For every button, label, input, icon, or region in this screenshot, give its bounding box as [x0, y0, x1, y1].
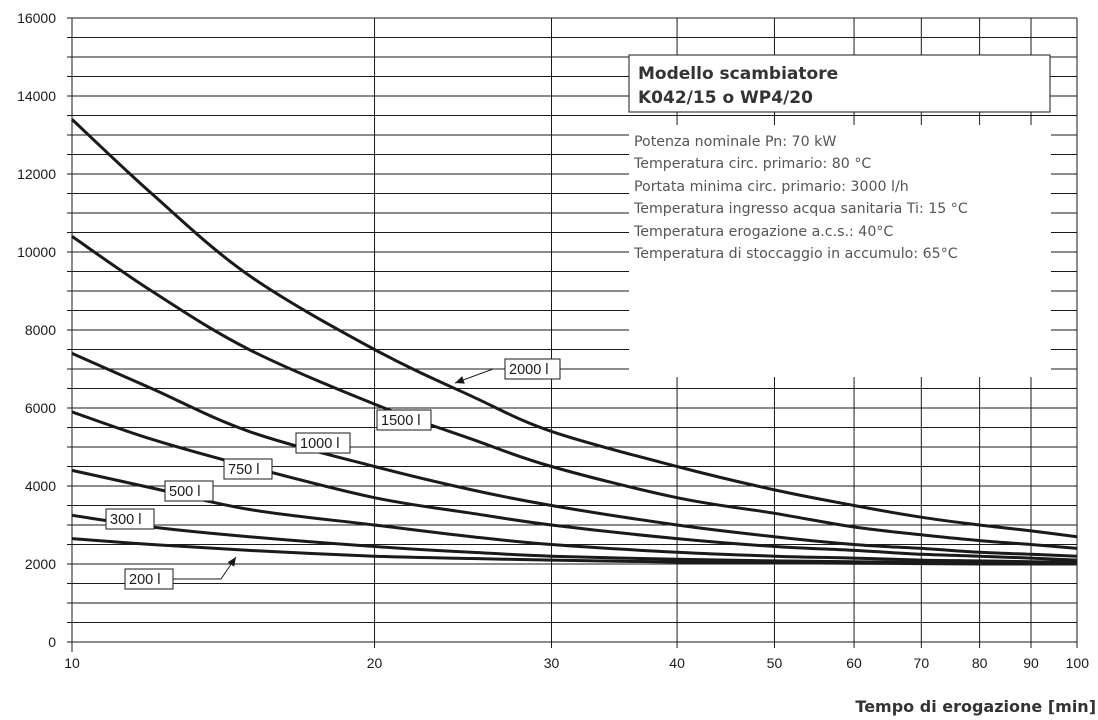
- x-tick-label: 30: [544, 655, 560, 671]
- label-leader-2000l: [454, 368, 505, 384]
- x-tick-label: 20: [367, 655, 383, 671]
- curves: [70, 118, 1078, 566]
- series-label-box-750l: [223, 458, 273, 480]
- model-title-line1: Modello scambiatore: [638, 64, 838, 84]
- info-line-4: Temperatura ingresso acqua sanitaria Ti:…: [633, 201, 968, 217]
- x-tick-label: 50: [767, 655, 783, 671]
- series-line-2000l: [70, 118, 1078, 539]
- label-arrowhead-200l: [227, 557, 236, 567]
- info-line-2: Temperatura circ. primario: 80 °C: [633, 156, 871, 172]
- series-label-1500l: 1500 l: [381, 413, 421, 429]
- y-tick-label: 8000: [25, 322, 56, 338]
- series-label-box-200l: [124, 568, 174, 590]
- x-tick-label: 90: [1023, 655, 1039, 671]
- series-label-1000l: 1000 l: [300, 436, 340, 452]
- info-line-5: Temperatura erogazione a.c.s.: 40°C: [633, 224, 893, 240]
- series-label-750l: 750 l: [228, 462, 259, 478]
- x-tick-label: 80: [972, 655, 988, 671]
- y-tick-label: 6000: [25, 400, 56, 416]
- model-box: [628, 54, 1051, 113]
- x-tick-label: 40: [669, 655, 685, 671]
- x-tick-label: 100: [1066, 655, 1090, 671]
- info-line-6: Temperatura di stoccaggio in accumulo: 6…: [633, 246, 958, 262]
- x-tick-label: 10: [64, 655, 80, 671]
- x-axis-label: Tempo di erogazione [min]: [855, 697, 1096, 716]
- info-panel-background: [629, 125, 1051, 377]
- label-arrowhead-2000l: [455, 376, 465, 384]
- tick-labels: 0 2000 4000 6000 8000 10000 12000 14000 16000 10 2…: [17, 10, 1089, 671]
- series-line-500l: [71, 468, 1078, 564]
- y-tick-label: 2000: [25, 556, 56, 572]
- series-label-box-300l: [105, 508, 155, 530]
- series-line-200l: [71, 537, 1077, 566]
- y-tick-label: 14000: [17, 88, 56, 104]
- y-tick-label: 0: [48, 634, 56, 650]
- model-title-line2: K042/15 o WP4/20: [638, 88, 813, 108]
- series-label-box-500l: [164, 480, 214, 502]
- series-line-300l: [71, 513, 1078, 566]
- series-labels: 2000 l 1500 l 1000 l 750 l 500 l 300 l 200 l: [105, 358, 561, 590]
- info-panel: Modello scambiatore K042/15 o WP4/20 Pot…: [628, 54, 1051, 377]
- series-line-1500l: [71, 235, 1078, 550]
- series-label-2000l: 2000 l: [509, 362, 549, 378]
- series-line-1000l: [71, 352, 1078, 558]
- series-label-box-1500l: [376, 409, 432, 431]
- info-line-1: Potenza nominale Pn: 70 kW: [634, 134, 836, 150]
- series-label-box-2000l: [504, 358, 561, 380]
- y-tick-label: 10000: [17, 244, 56, 260]
- series-label-box-1000l: [295, 432, 351, 454]
- y-tick-label: 16000: [17, 10, 56, 26]
- y-tick-label: 12000: [17, 166, 56, 182]
- y-tick-label: 4000: [25, 478, 56, 494]
- info-line-3: Portata minima circ. primario: 3000 l/h: [634, 179, 909, 195]
- x-tick-label: 70: [914, 655, 930, 671]
- series-label-500l: 500 l: [169, 484, 200, 500]
- label-leader-200l: [173, 556, 237, 580]
- x-tick-label: 60: [846, 655, 862, 671]
- series-label-300l: 300 l: [110, 512, 141, 528]
- series-label-200l: 200 l: [129, 572, 160, 588]
